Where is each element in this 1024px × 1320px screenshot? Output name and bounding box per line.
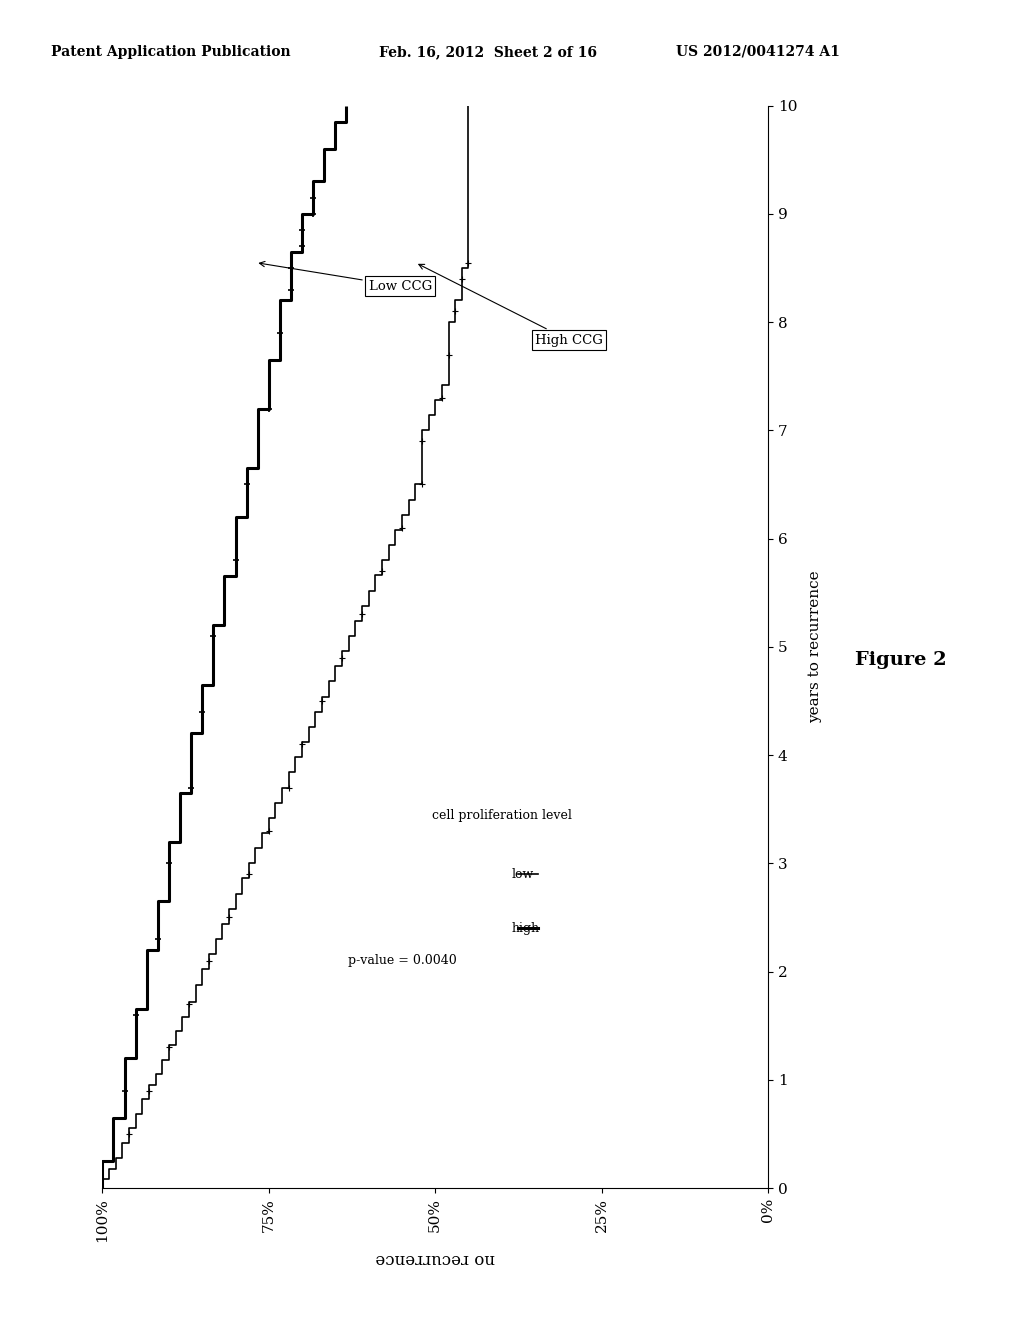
Text: High CCG: High CCG [419,264,603,347]
Text: US 2012/0041274 A1: US 2012/0041274 A1 [676,45,840,59]
Text: Low CCG: Low CCG [259,261,432,293]
Text: Figure 2: Figure 2 [855,651,947,669]
Text: high: high [512,921,540,935]
Text: Feb. 16, 2012  Sheet 2 of 16: Feb. 16, 2012 Sheet 2 of 16 [379,45,597,59]
Y-axis label: years to recurrence: years to recurrence [808,570,822,723]
Text: cell proliferation level: cell proliferation level [432,809,571,822]
Text: p-value = 0.0040: p-value = 0.0040 [347,954,457,968]
Text: Patent Application Publication: Patent Application Publication [51,45,291,59]
Text: low: low [512,867,534,880]
X-axis label: no recurrence: no recurrence [376,1250,495,1267]
